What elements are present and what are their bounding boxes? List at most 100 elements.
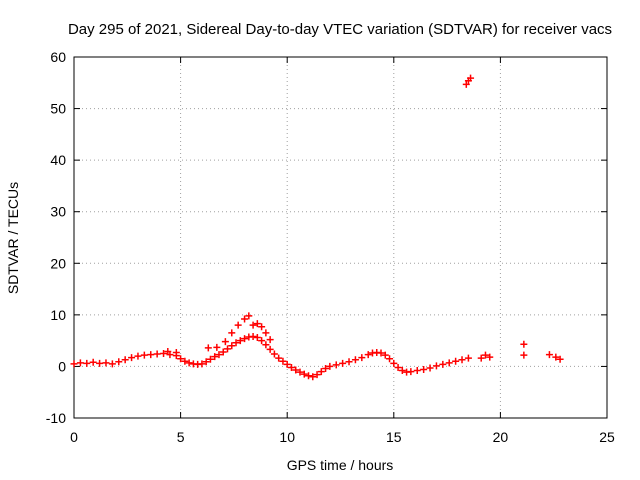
data-point [439, 360, 447, 368]
data-point [364, 351, 372, 359]
data-point [249, 321, 257, 329]
data-point [300, 370, 308, 378]
data-point [215, 351, 223, 359]
data-point [236, 337, 244, 345]
data-point [292, 366, 300, 374]
data-point [206, 355, 214, 363]
x-tick-label: 20 [493, 429, 509, 445]
data-point [228, 329, 236, 337]
data-point [128, 354, 136, 362]
data-point [520, 351, 528, 359]
data-point [420, 366, 428, 374]
series-0 [70, 74, 564, 381]
data-point [177, 355, 185, 363]
data-point [249, 333, 257, 341]
data-point [76, 359, 84, 367]
x-tick-label: 25 [599, 429, 615, 445]
data-point [326, 362, 334, 370]
y-axis-label: SDTVAR / TECUs [5, 182, 21, 294]
data-point [164, 347, 172, 355]
y-tick-label: 60 [50, 49, 66, 65]
data-point [332, 361, 340, 369]
data-point [221, 338, 229, 346]
series-1 [164, 312, 274, 357]
y-tick-label: -10 [46, 410, 66, 426]
data-point [467, 74, 475, 82]
data-point [172, 349, 180, 357]
data-point [390, 359, 398, 367]
y-tick-label: 20 [50, 255, 66, 271]
x-tick-label: 10 [279, 429, 295, 445]
data-point [377, 349, 385, 357]
data-point [481, 351, 489, 359]
data-point [198, 360, 206, 368]
data-point [253, 320, 261, 328]
x-tick-label: 0 [70, 429, 78, 445]
data-point [134, 352, 142, 360]
data-point [413, 367, 421, 375]
y-tick-label: 30 [50, 204, 66, 220]
x-tick-label: 5 [177, 429, 185, 445]
data-point [185, 359, 193, 367]
axis-ticks [73, 56, 608, 419]
data-point [241, 335, 249, 343]
data-point [211, 353, 219, 361]
data-point [313, 371, 321, 379]
chart-title: Day 295 of 2021, Sidereal Day-to-day VTE… [68, 21, 612, 38]
y-tick-label: 0 [58, 358, 66, 374]
data-point [432, 362, 440, 370]
data-point [213, 343, 221, 351]
data-point [339, 359, 347, 367]
grid-lines [74, 57, 607, 418]
data-point [445, 359, 453, 367]
data-point [153, 350, 161, 358]
data-point [305, 372, 313, 380]
data-point [317, 368, 325, 376]
data-point [477, 354, 485, 362]
data-point [358, 354, 366, 362]
data-point [228, 342, 236, 350]
data-point [147, 351, 155, 359]
data-point [262, 341, 270, 349]
data-point [556, 355, 564, 363]
data-point [386, 355, 394, 363]
data-point [381, 351, 389, 359]
data-point [115, 358, 123, 366]
data-point [545, 351, 553, 359]
data-points [70, 74, 564, 381]
y-tick-label: 40 [50, 152, 66, 168]
data-point [266, 336, 274, 344]
data-point [275, 354, 283, 362]
data-point [224, 345, 232, 353]
data-point [279, 357, 287, 365]
x-tick-labels: 0 5 10 15 20 25 [70, 429, 615, 445]
data-point [283, 360, 291, 368]
data-point [270, 350, 278, 358]
data-point [394, 363, 402, 371]
data-point [204, 344, 212, 352]
y-tick-label: 10 [50, 307, 66, 323]
data-point [262, 329, 270, 337]
data-point [458, 356, 466, 364]
data-point [351, 356, 359, 364]
data-point [96, 359, 104, 367]
data-point [552, 353, 560, 361]
data-point [202, 358, 210, 366]
data-point [452, 357, 460, 365]
data-point [287, 363, 295, 371]
x-tick-label: 15 [386, 429, 402, 445]
data-point [407, 368, 415, 376]
data-point [232, 339, 240, 347]
data-point [253, 334, 261, 342]
data-point [140, 351, 148, 359]
data-point [296, 368, 304, 376]
data-point [309, 373, 317, 381]
y-tick-label: 50 [50, 101, 66, 117]
data-point [258, 337, 266, 345]
data-point [245, 312, 253, 320]
data-point [486, 353, 494, 361]
data-point [70, 360, 78, 368]
data-point [462, 80, 470, 88]
data-point [266, 345, 274, 353]
